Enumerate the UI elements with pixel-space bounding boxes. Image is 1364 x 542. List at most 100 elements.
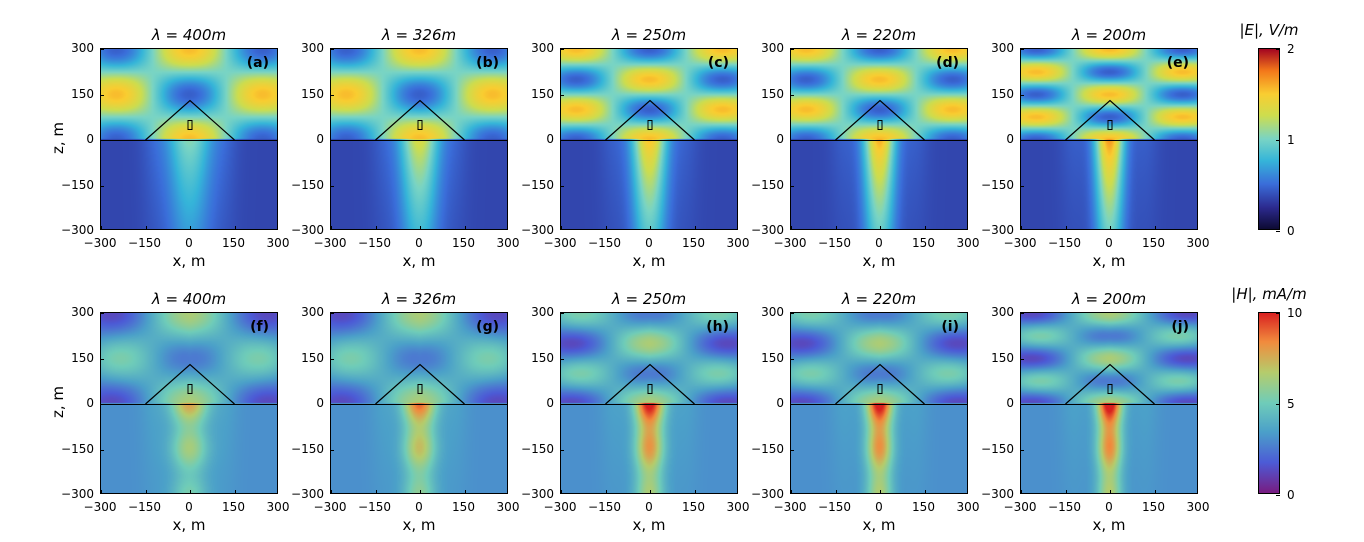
ytick-label: 150: [71, 87, 100, 101]
chamber-marker: [1108, 120, 1113, 130]
xtick-label: −300: [1004, 500, 1037, 514]
ytick-label: 300: [991, 305, 1020, 319]
colorbar-tick-label: 10: [1279, 306, 1302, 320]
chamber-marker: [648, 120, 653, 130]
pyramid-outline: [561, 49, 738, 230]
ytick-label: −300: [521, 223, 560, 237]
xtick-label: 0: [415, 236, 423, 250]
colorbar-tick-label: 2: [1279, 42, 1295, 56]
plot-area: (g): [330, 312, 508, 494]
ytick-label: −300: [61, 487, 100, 501]
y-axis-label: z, m: [49, 386, 67, 418]
ytick-label: −150: [291, 442, 330, 456]
chamber-marker: [418, 120, 423, 130]
xtick-label: 150: [912, 236, 935, 250]
xtick-label: 300: [727, 500, 750, 514]
colorbar-tick-label: 5: [1279, 397, 1295, 411]
panel-j: λ = 200m(j)−300−1500150300−300−150015030…: [1020, 312, 1198, 494]
ytick-label: 0: [86, 132, 100, 146]
panel-title: λ = 220m: [790, 290, 968, 308]
panel-title: λ = 250m: [560, 26, 738, 44]
ytick-label: −300: [291, 487, 330, 501]
panel-letter: (g): [476, 319, 499, 335]
colorbar-gradient: [1259, 49, 1279, 229]
ytick-label: −300: [291, 223, 330, 237]
colorbar-tick-label: 0: [1279, 488, 1295, 502]
pyramid-outline: [101, 49, 278, 230]
chamber-marker: [648, 384, 653, 394]
xtick-label: −150: [818, 500, 851, 514]
pyramid-outline: [1021, 313, 1198, 494]
xtick-label: 150: [682, 236, 705, 250]
ytick-label: 300: [71, 41, 100, 55]
xtick-label: −150: [358, 500, 391, 514]
panel-h: λ = 250m(h)−300−1500150300−300−150015030…: [560, 312, 738, 494]
ytick-label: 0: [776, 132, 790, 146]
xtick-label: 150: [452, 500, 475, 514]
xtick-label: −300: [544, 236, 577, 250]
panel-letter: (e): [1167, 55, 1189, 71]
colorbar-gradient: [1259, 313, 1279, 493]
x-axis-label: x, m: [560, 516, 738, 534]
xtick-label: −300: [774, 500, 807, 514]
panel-f: λ = 400m(f)−300−1500150300−300−150015030…: [100, 312, 278, 494]
ytick-label: −150: [61, 178, 100, 192]
y-axis-label: z, m: [49, 122, 67, 154]
pyramid-outline: [331, 49, 508, 230]
ytick-label: 0: [1006, 396, 1020, 410]
panel-i: λ = 220m(i)−300−1500150300−300−150015030…: [790, 312, 968, 494]
xtick-label: −150: [128, 500, 161, 514]
xtick-label: −150: [358, 236, 391, 250]
ytick-label: 150: [301, 351, 330, 365]
xtick-label: −150: [588, 500, 621, 514]
plot-area: (a): [100, 48, 278, 230]
ytick-label: 0: [546, 396, 560, 410]
colorbar-tick-label: 1: [1279, 133, 1295, 147]
ytick-label: 150: [531, 87, 560, 101]
panel-e: λ = 200m(e)−300−1500150300−300−150015030…: [1020, 48, 1198, 230]
xtick-label: 0: [1105, 500, 1113, 514]
ytick-label: −150: [521, 442, 560, 456]
xtick-label: 300: [1187, 500, 1210, 514]
ytick-label: 150: [761, 87, 790, 101]
chamber-marker: [878, 384, 883, 394]
colorbar-h: |H|, mA/m0510: [1258, 312, 1280, 494]
ytick-label: 150: [991, 87, 1020, 101]
pyramid-outline: [791, 49, 968, 230]
ytick-label: 300: [761, 41, 790, 55]
panel-title: λ = 250m: [560, 290, 738, 308]
xtick-label: 0: [645, 500, 653, 514]
panel-title: λ = 220m: [790, 26, 968, 44]
chamber-marker: [1108, 384, 1113, 394]
xtick-label: 300: [957, 236, 980, 250]
xtick-label: −300: [314, 500, 347, 514]
ytick-label: 300: [71, 305, 100, 319]
xtick-label: 150: [912, 500, 935, 514]
ytick-label: −300: [61, 223, 100, 237]
ytick-label: −300: [751, 223, 790, 237]
plot-area: (c): [560, 48, 738, 230]
plot-area: (j): [1020, 312, 1198, 494]
xtick-label: 300: [727, 236, 750, 250]
xtick-label: 0: [875, 500, 883, 514]
xtick-label: 300: [1187, 236, 1210, 250]
plot-area: (h): [560, 312, 738, 494]
ytick-label: −150: [291, 178, 330, 192]
ytick-label: 0: [1006, 132, 1020, 146]
xtick-label: 300: [957, 500, 980, 514]
x-axis-label: x, m: [100, 516, 278, 534]
xtick-label: −150: [128, 236, 161, 250]
ytick-label: −300: [751, 487, 790, 501]
x-axis-label: x, m: [1020, 516, 1198, 534]
ytick-label: 0: [86, 396, 100, 410]
panel-letter: (i): [941, 319, 959, 335]
xtick-label: 300: [267, 236, 290, 250]
xtick-label: 150: [682, 500, 705, 514]
ytick-label: −300: [981, 223, 1020, 237]
colorbar-title: |E|, V/m: [1169, 21, 1364, 39]
ytick-label: −300: [521, 487, 560, 501]
panel-letter: (b): [476, 55, 499, 71]
ytick-label: −150: [981, 178, 1020, 192]
xtick-label: −150: [818, 236, 851, 250]
panel-letter: (d): [936, 55, 959, 71]
